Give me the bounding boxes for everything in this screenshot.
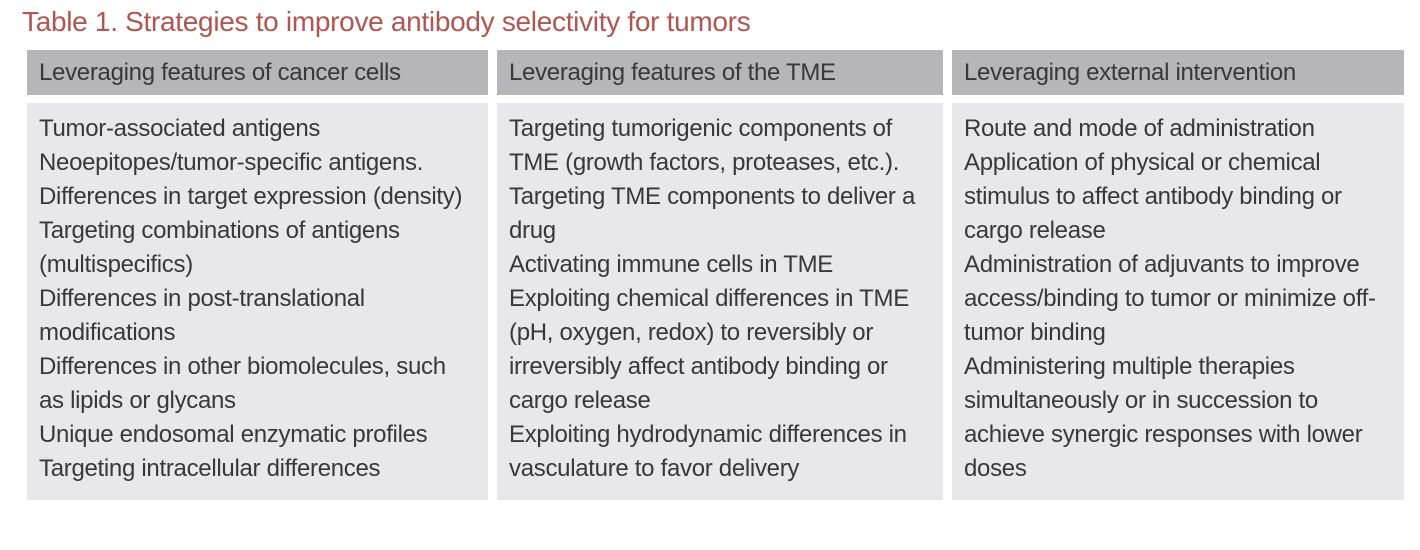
table-cell-item: Administering multiple therapies simulta…	[964, 353, 1363, 482]
strategies-table: Leveraging features of cancer cells Leve…	[27, 50, 1404, 500]
table-cell-item: Route and mode of administration	[964, 115, 1315, 142]
table-cell-item: Unique endosomal enzymatic profiles	[39, 421, 428, 448]
table-cell-item: Administration of adjuvants to improve a…	[964, 251, 1376, 346]
column-body-external-intervention: Route and mode of administration Applica…	[952, 103, 1404, 500]
column-header-external-intervention: Leveraging external intervention	[952, 50, 1404, 95]
table-caption: Table 1. Strategies to improve antibody …	[22, 6, 751, 37]
column-body-cancer-cells: Tumor-associated antigens Neoepitopes/tu…	[27, 103, 488, 500]
table-cell-item: Exploiting hydrodynamic differences in v…	[509, 421, 907, 482]
table-cell-item: Targeting tumorigenic components of TME …	[509, 115, 900, 176]
table-cell-item: Targeting combinations of antigens (mult…	[39, 217, 400, 278]
table-cell-item: Differences in post-translational modifi…	[39, 285, 365, 346]
table-cell-item: Exploiting chemical differences in TME (…	[509, 285, 909, 414]
table-cell-item: Differences in other biomolecules, such …	[39, 353, 446, 414]
table-cell-item: Application of physical or chemical stim…	[964, 149, 1342, 244]
table-cell-item: Neoepitopes/tumor-specific antigens.	[39, 149, 424, 176]
table-cell-item: Tumor-associated antigens	[39, 115, 321, 142]
column-header-tme: Leveraging features of the TME	[497, 50, 943, 95]
table-cell-item: Activating immune cells in TME	[509, 251, 834, 278]
column-body-tme: Targeting tumorigenic components of TME …	[497, 103, 943, 500]
table-cell-item: Targeting intracellular differences	[39, 455, 381, 482]
table-cell-item: Targeting TME components to deliver a dr…	[509, 183, 916, 244]
table-cell-item: Differences in target expression (densit…	[39, 183, 463, 210]
column-header-cancer-cells: Leveraging features of cancer cells	[27, 50, 488, 95]
